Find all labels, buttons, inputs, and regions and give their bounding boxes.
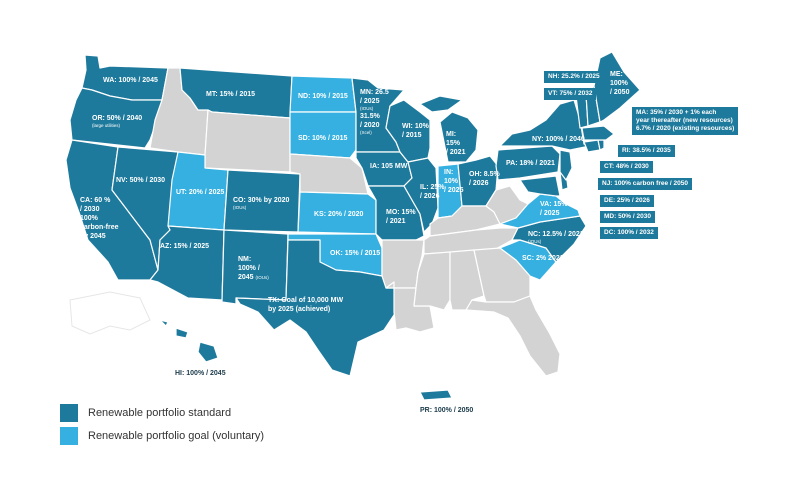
label-nc: NC: 12.5% / 2021 (IOUs) [528,231,584,244]
label-wi: WI: 10%/ 2015 [402,123,429,139]
legend-standard-label: Renewable portfolio standard [88,407,232,419]
state-me [593,51,641,123]
state-tx [235,239,397,377]
label-pr: PR: 100% / 2050 [420,407,474,414]
state-ct [583,139,601,153]
legend-goal-swatch [60,427,78,445]
state-ma [581,125,615,141]
state-ny [499,99,591,151]
state-mi [419,95,479,163]
label-mi: MI: 15%/ 2021 [446,131,466,156]
state-md [519,175,561,197]
label-ut: UT: 20% / 2025 [176,189,225,196]
label-az: AZ: 15% / 2025 [160,243,210,250]
label-ia: IA: 105 MW [370,163,408,170]
callout-md: MD: 50% / 2030 [600,211,655,223]
label-nd: ND: 10% / 2015 [298,93,348,100]
state-il [403,157,439,233]
state-pa [495,145,561,181]
callout-dc: DC: 100% / 2032 [600,227,658,239]
label-mt: MT: 15% / 2015 [206,91,256,98]
callout-ri: RI: 38.5% / 2035 [618,145,675,157]
label-ok: OK: 15% / 2015 [330,250,381,257]
label-ks: KS: 20% / 2020 [314,211,364,218]
state-hi [159,319,219,363]
label-in: IN: 10%/ 2025 [444,169,464,194]
callout-vt: VT: 75% / 2032 [544,88,597,100]
label-wa: WA: 100% / 2045 [103,77,158,84]
label-va: VA: 15%/ 2025 [540,201,568,217]
state-wy [204,109,291,173]
legend-goal: Renewable portfolio goal (voluntary) [60,427,264,445]
callout-nh: NH: 25.2% / 2025 [544,71,604,83]
label-mo: MO: 15%/ 2021 [386,209,416,225]
label-pa: PA: 18% / 2021 [506,160,555,167]
label-hi: HI: 100% / 2045 [175,370,226,377]
label-oh: OH: 8.5%/ 2026 [469,171,500,187]
label-nm: NM: 100% /2045 (IOUs) [238,256,269,281]
label-ny: NY: 100% / 2040 [532,136,585,143]
legend-standard-swatch [60,404,78,422]
callout-nj: NJ: 100% carbon free / 2050 [598,178,692,190]
label-tx: TX: Goal of 10,000 MW by 2025 (achieved) [268,297,344,313]
label-sd: SD: 10% / 2015 [298,135,348,142]
state-ne [289,153,369,195]
label-me: ME: 100%/ 2050 [610,71,630,96]
state-fl [465,295,561,377]
state-sd [289,111,357,159]
legend-standard: Renewable portfolio standard [60,404,231,422]
state-va [499,193,581,229]
label-co: CO: 30% by 2020 (IOUs) [233,197,290,210]
callout-ma: MA: 35% / 2030 + 1% each year thereafter … [632,107,739,135]
callout-ct: CT: 48% / 2030 [600,161,653,173]
label-ca: CA: 60 %/ 2030 100% carbon-free by 2045 [80,197,119,240]
label-nv: NV: 50% / 2030 [116,177,166,184]
label-il: IL: 25%/ 2026 [420,184,445,200]
callout-de: DE: 25% / 2026 [600,195,654,207]
state-pr [419,389,453,401]
legend-goal-label: Renewable portfolio goal (voluntary) [88,430,265,442]
label-or: OR: 50% / 2040 (large utilities) [92,115,143,128]
label-mn: MN: 26.5/ 2025 (IOUs) 31.5%/ 2020 (Xcel) [360,89,389,135]
label-sc: SC: 2% 2021 [522,255,564,262]
alaska-outline [69,291,151,335]
state-nj [559,149,573,181]
